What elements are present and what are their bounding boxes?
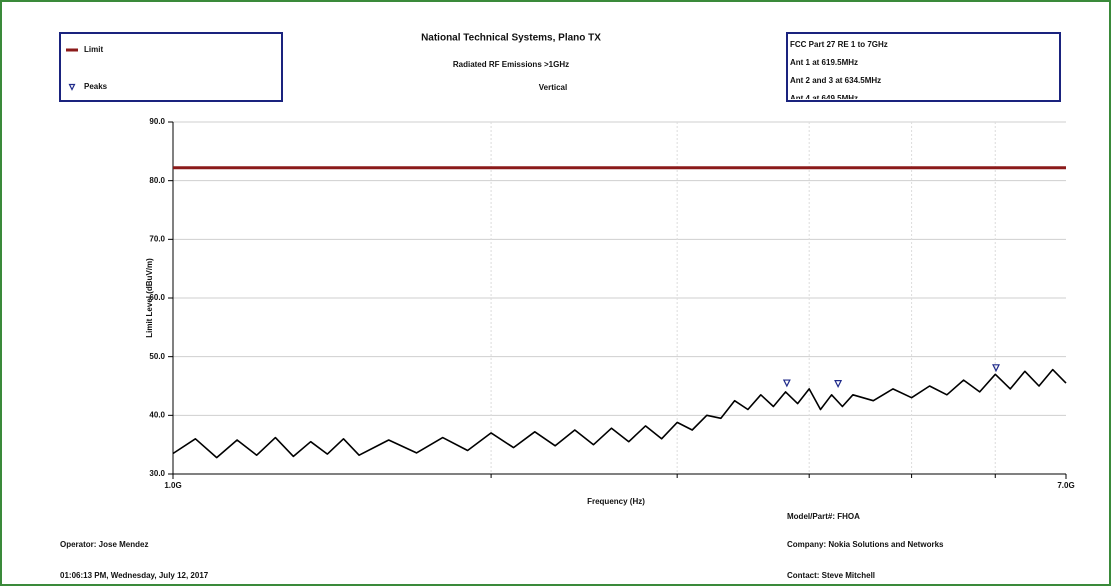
operator: Operator: Jose Mendez [60,540,148,549]
y-tick-label: 30.0 [149,469,165,478]
legend-label: Limit [84,45,103,54]
y-tick-label: 70.0 [149,234,165,243]
timestamp: 01:06:13 PM, Wednesday, July 12, 2017 [60,571,209,580]
chart-title: National Technical Systems, Plano TX [421,33,601,44]
contact: Contact: Steve Mitchell [787,571,875,580]
y-tick-label: 80.0 [149,176,165,185]
note: Ant 2 and 3 at 634.5MHz [790,76,881,85]
company: Company: Nokia Solutions and Networks [787,540,944,549]
polarization: Vertical [539,83,567,92]
x-tick-label: 1.0G [164,481,181,490]
legend-box [59,32,283,102]
peak-marker [834,380,843,388]
y-tick-label: 60.0 [149,293,165,302]
y-axis-label: Limit Level (dBuV/m) [145,258,154,338]
note: Ant 4 at 649.5MHz [790,94,858,103]
note: FCC Part 27 RE 1 to 7GHz [790,40,888,49]
chart-subtitle: Radiated RF Emissions >1GHz [453,60,569,69]
x-tick-label: 7.0G [1057,481,1074,490]
legend-marker [68,83,76,91]
legend-label: Peaks [84,82,108,91]
notes: FCC Part 27 RE 1 to 7GHz Ant 1 at 619.5M… [790,40,888,103]
y-tick-label: 90.0 [149,117,165,126]
notes-box [786,32,1061,102]
x-axis-label: Frequency (Hz) [587,497,645,506]
y-tick-label: 40.0 [149,410,165,419]
trace [172,368,1067,459]
note: Ant 1 at 619.5MHz [790,58,858,67]
model: Model/Part#: FHOA [787,512,860,521]
peak-marker [782,379,791,388]
peak-marker [992,364,1000,373]
y-tick-label: 50.0 [149,352,165,361]
